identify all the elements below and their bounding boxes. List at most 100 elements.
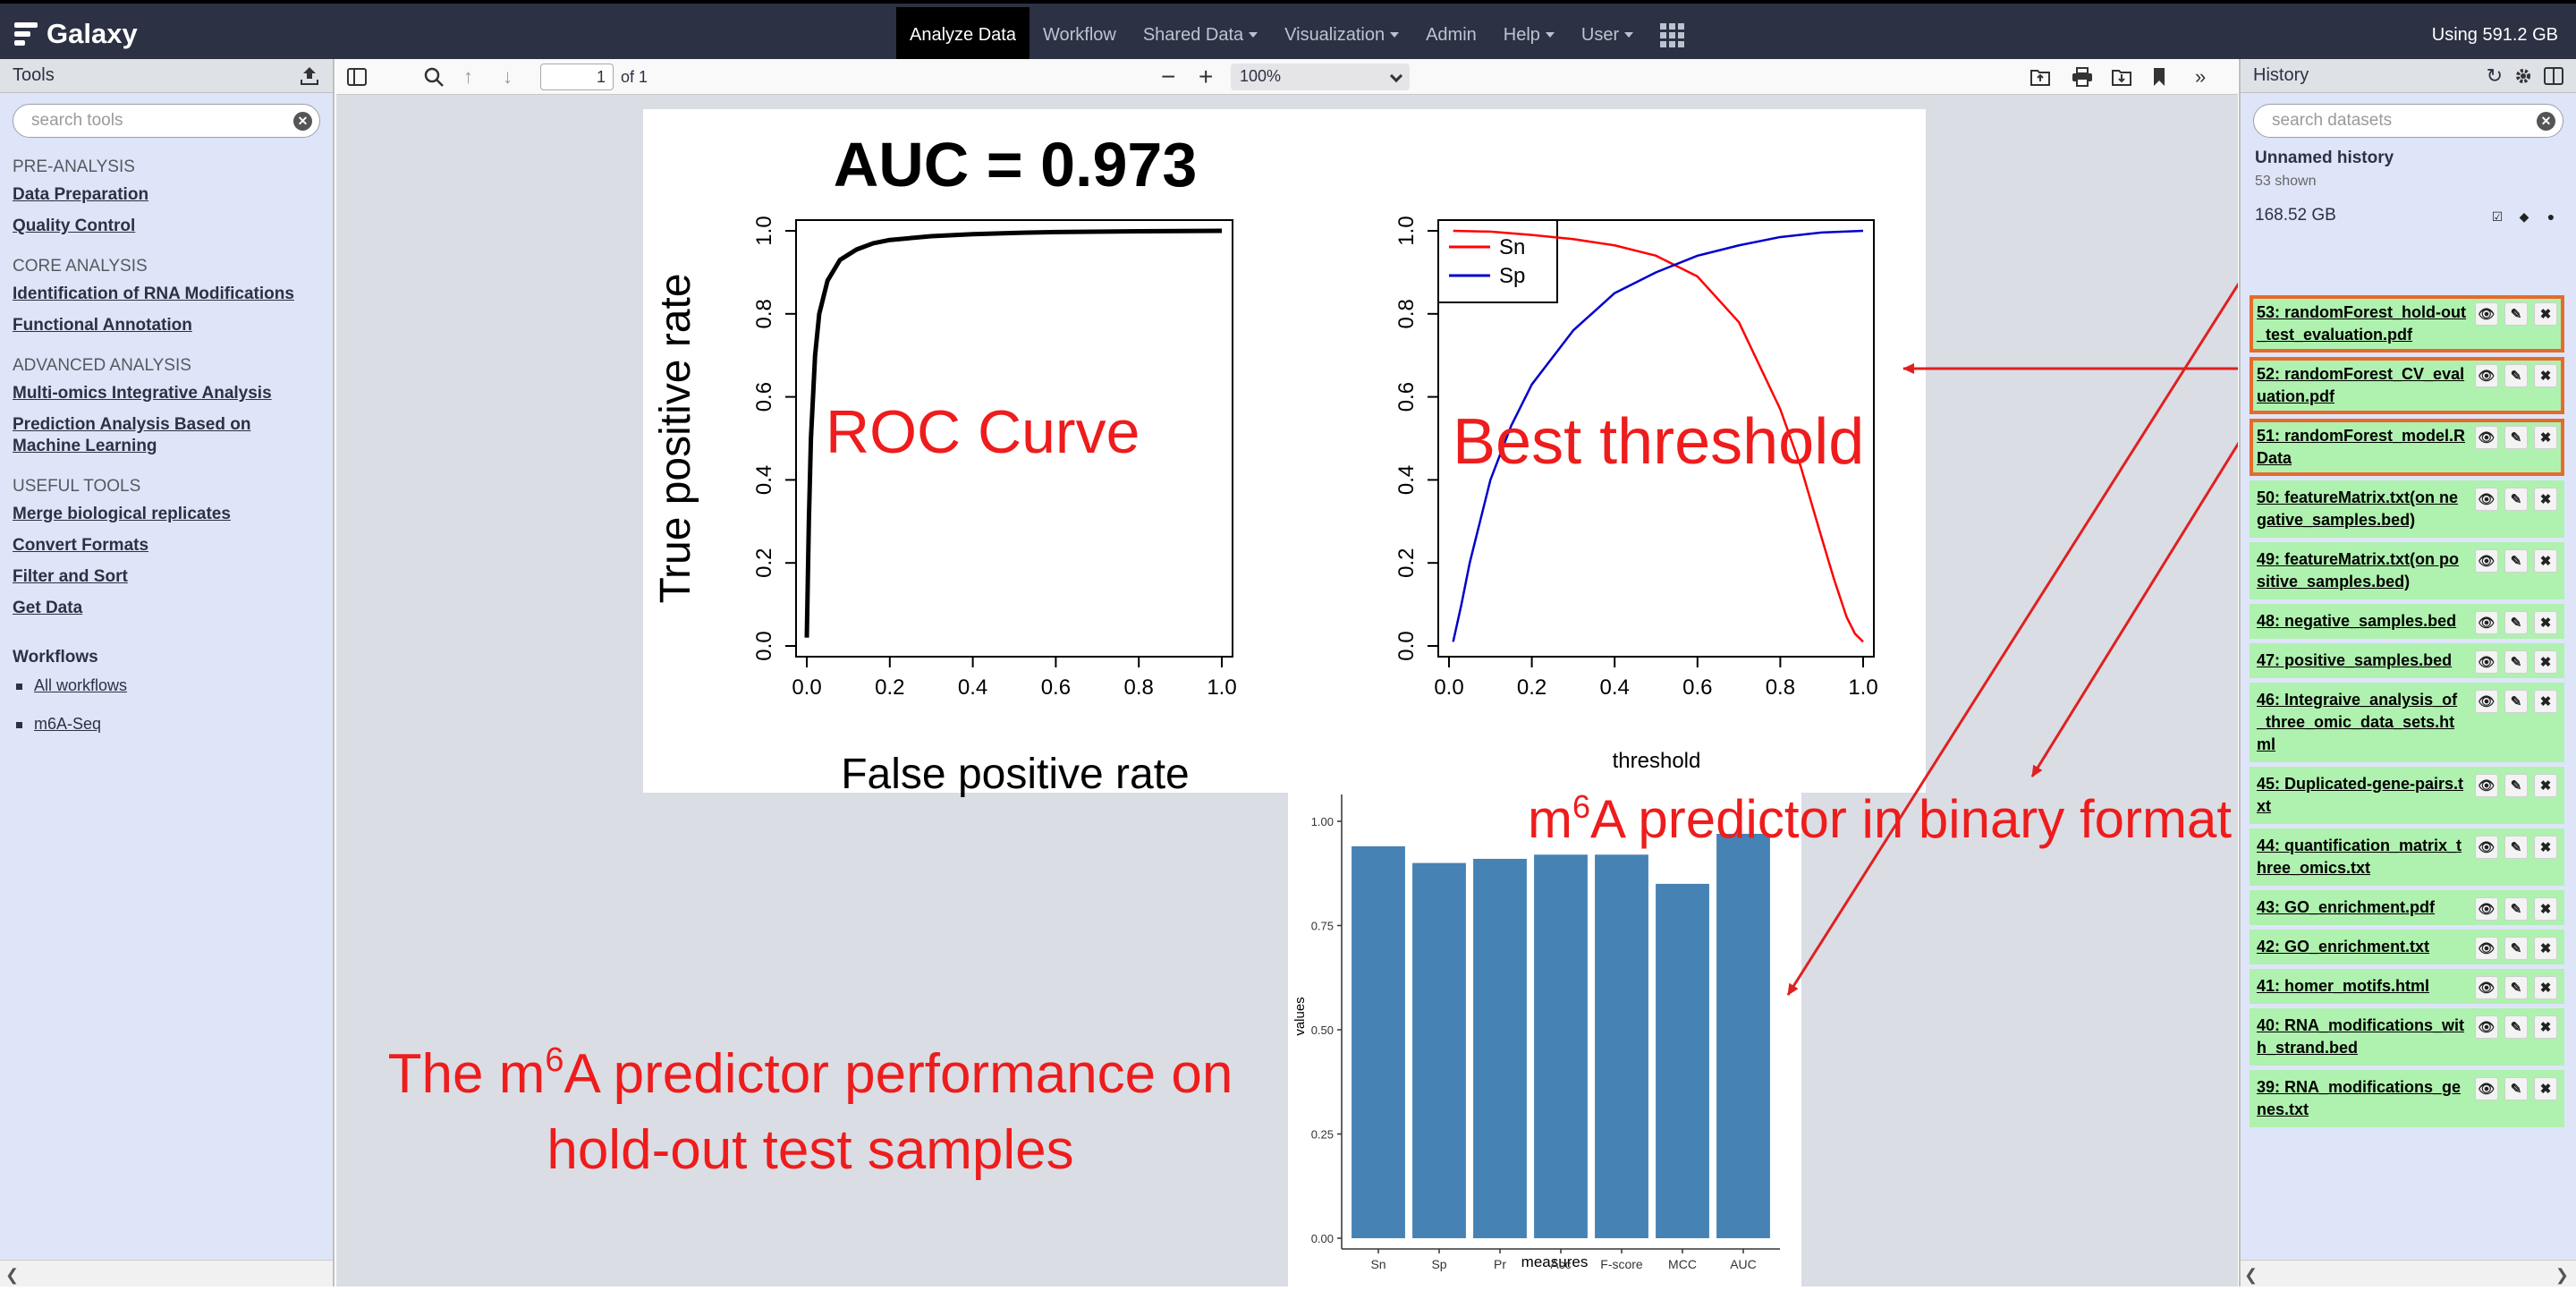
pencil-icon[interactable]: ✎ [2504,611,2528,634]
history-dataset-item[interactable]: 46: Integraive_analysis_of_three_omic_da… [2250,683,2564,762]
history-dataset-item[interactable]: 41: homer_motifs.html 👁 ✎ ✖ [2250,969,2564,1004]
history-dataset-item[interactable]: 39: RNA_modifications_genes.txt 👁 ✎ ✖ [2250,1070,2564,1127]
history-dataset-item[interactable]: 42: GO_enrichment.txt 👁 ✎ ✖ [2250,930,2564,964]
eye-icon[interactable]: 👁 [2475,650,2498,674]
eye-icon[interactable]: 👁 [2475,836,2498,859]
eye-icon[interactable]: 👁 [2475,302,2498,326]
tool-search-input[interactable]: search tools ✕ [13,104,320,138]
eye-icon[interactable]: 👁 [2475,976,2498,999]
sidebar-toggle-icon[interactable] [347,65,367,89]
pencil-icon[interactable]: ✎ [2504,690,2528,713]
eye-icon[interactable]: 👁 [2475,1077,2498,1100]
delete-icon[interactable]: ✖ [2534,897,2557,921]
delete-icon[interactable]: ✖ [2534,690,2557,713]
pencil-icon[interactable]: ✎ [2504,836,2528,859]
dataset-title[interactable]: 39: RNA_modifications_genes.txt [2257,1078,2462,1118]
workflow-link[interactable]: m6A-Seq [16,715,320,734]
dataset-title[interactable]: 50: featureMatrix.txt(on negative_sample… [2257,488,2459,529]
pencil-icon[interactable]: ✎ [2504,302,2528,326]
tools-menu-icon[interactable]: » [2195,65,2207,88]
eye-icon[interactable]: 👁 [2475,690,2498,713]
tool-link[interactable]: Merge biological replicates [13,505,231,523]
download-icon[interactable] [2112,65,2131,89]
history-dataset-item[interactable]: 52: randomForest_CV_evaluation.pdf 👁 ✎ ✖ [2250,357,2564,414]
delete-icon[interactable]: ✖ [2534,976,2557,999]
pencil-icon[interactable]: ✎ [2504,774,2528,797]
delete-icon[interactable]: ✖ [2534,549,2557,573]
history-dataset-item[interactable]: 48: negative_samples.bed 👁 ✎ ✖ [2250,604,2564,639]
pencil-icon[interactable]: ✎ [2504,1077,2528,1100]
nav-item-analyze-data[interactable]: Analyze Data [896,7,1030,63]
pencil-icon[interactable]: ✎ [2504,650,2528,674]
delete-icon[interactable]: ✖ [2534,937,2557,960]
delete-icon[interactable]: ✖ [2534,611,2557,634]
history-name[interactable]: Unnamed history [2255,149,2394,167]
tool-link[interactable]: Filter and Sort [13,567,128,586]
tool-link[interactable]: Functional Annotation [13,316,192,335]
tags-icon[interactable]: ◆ [2519,208,2529,224]
page-number-input[interactable]: 1 [540,64,614,90]
eye-icon[interactable]: 👁 [2475,1015,2498,1039]
dataset-title[interactable]: 43: GO_enrichment.pdf [2257,898,2436,916]
eye-icon[interactable]: 👁 [2475,774,2498,797]
delete-icon[interactable]: ✖ [2534,488,2557,511]
zoom-in-icon[interactable]: + [1199,63,1214,90]
dataset-title[interactable]: 48: negative_samples.bed [2257,612,2457,630]
clear-search-icon[interactable]: ✕ [293,112,312,131]
dataset-title[interactable]: 52: randomForest_CV_evaluation.pdf [2257,365,2465,405]
history-scrollbar[interactable]: ❮ ❯ [2241,1260,2576,1287]
history-dataset-item[interactable]: 45: Duplicated-gene-pairs.txt 👁 ✎ ✖ [2250,767,2564,824]
pencil-icon[interactable]: ✎ [2504,426,2528,449]
eye-icon[interactable]: 👁 [2475,549,2498,573]
zoom-out-icon[interactable]: − [1161,63,1176,90]
annotation-icon[interactable]: ● [2546,209,2555,224]
history-dataset-item[interactable]: 47: positive_samples.bed 👁 ✎ ✖ [2250,643,2564,678]
tool-link[interactable]: Identification of RNA Modifications [13,285,294,303]
galaxy-brand[interactable]: Galaxy [14,9,138,59]
scroll-left-icon[interactable]: ❮ [5,1266,20,1284]
history-dataset-item[interactable]: 53: randomForest_hold-out_test_evaluatio… [2250,295,2564,352]
bookmark-icon[interactable] [2152,65,2166,89]
dataset-title[interactable]: 41: homer_motifs.html [2257,977,2430,995]
delete-icon[interactable]: ✖ [2534,302,2557,326]
open-file-icon[interactable] [2030,65,2050,89]
nav-item-help[interactable]: Help [1490,7,1568,63]
clear-search-icon[interactable]: ✕ [2537,112,2555,131]
nav-item-admin[interactable]: Admin [1412,7,1490,63]
dataset-title[interactable]: 42: GO_enrichment.txt [2257,938,2430,956]
pencil-icon[interactable]: ✎ [2504,488,2528,511]
scroll-left-icon[interactable]: ❮ [2244,1266,2258,1284]
nav-item-visualization[interactable]: Visualization [1271,7,1412,63]
find-icon[interactable] [424,65,444,89]
next-page-icon[interactable]: ↓ [503,65,513,88]
pencil-icon[interactable]: ✎ [2504,897,2528,921]
delete-icon[interactable]: ✖ [2534,650,2557,674]
apps-grid-icon[interactable] [1647,7,1698,63]
upload-icon[interactable] [299,66,320,86]
tool-link[interactable]: Prediction Analysis Based on Machine Lea… [13,415,251,455]
tool-link[interactable]: Quality Control [13,217,136,235]
dataset-title[interactable]: 46: Integraive_analysis_of_three_omic_da… [2257,691,2458,753]
nav-item-user[interactable]: User [1568,7,1647,63]
delete-icon[interactable]: ✖ [2534,364,2557,387]
eye-icon[interactable]: 👁 [2475,426,2498,449]
history-dataset-item[interactable]: 43: GO_enrichment.pdf 👁 ✎ ✖ [2250,890,2564,925]
gear-icon[interactable] [2513,66,2533,86]
dataset-title[interactable]: 44: quantification_matrix_three_omics.tx… [2257,837,2462,877]
print-icon[interactable] [2072,65,2093,89]
eye-icon[interactable]: 👁 [2475,488,2498,511]
tool-link[interactable]: Get Data [13,599,83,617]
columns-icon[interactable] [2544,66,2563,86]
zoom-select[interactable]: 100% [1231,64,1410,90]
dataset-title[interactable]: 45: Duplicated-gene-pairs.txt [2257,775,2464,815]
pencil-icon[interactable]: ✎ [2504,937,2528,960]
select-items-icon[interactable]: ☑ [2491,208,2504,224]
pencil-icon[interactable]: ✎ [2504,364,2528,387]
delete-icon[interactable]: ✖ [2534,836,2557,859]
history-dataset-item[interactable]: 44: quantification_matrix_three_omics.tx… [2250,828,2564,886]
dataset-title[interactable]: 49: featureMatrix.txt(on positive_sample… [2257,550,2460,590]
delete-icon[interactable]: ✖ [2534,426,2557,449]
workflow-link[interactable]: All workflows [16,676,320,695]
nav-item-shared-data[interactable]: Shared Data [1130,7,1271,63]
pencil-icon[interactable]: ✎ [2504,549,2528,573]
